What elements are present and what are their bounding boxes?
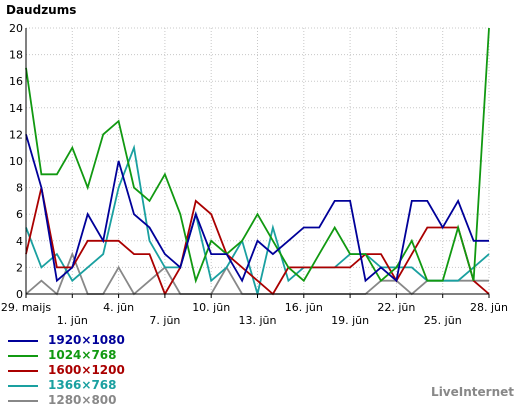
x-tick-label: 10. jūn [192,301,230,314]
x-tick-label: 4. jūn [103,301,134,314]
chart-title: Daudzums [6,3,76,17]
legend-item: 1920×1080 [8,333,125,348]
x-tick-label: 1. jūn [57,314,88,327]
credit-text: LiveInternet [431,385,514,399]
legend-swatch [8,339,38,342]
y-tick-label: 6 [16,208,23,221]
x-tick-label: 16. jūn [285,301,323,314]
legend-item: 1366×768 [8,378,125,393]
legend-item: 1024×768 [8,348,125,363]
axes: 0 2 4 6 8 10 12 14 16 18 20 29. maijs 1. jūn 4. jūn 7.… [1,22,508,327]
y-tick-label: 16 [9,75,23,88]
y-tick-label: 20 [9,22,23,35]
y-tick-label: 18 [9,49,23,62]
legend-label: 1280×800 [48,393,117,407]
y-tick-label: 12 [9,128,23,141]
legend-label: 1024×768 [48,348,117,362]
y-tick-label: 4 [16,235,23,248]
legend-swatch [8,384,38,387]
series-line-1920×1080 [25,134,489,283]
legend-label: 1600×1200 [48,363,125,377]
legend-swatch [8,369,38,372]
legend-swatch [8,354,38,357]
line-chart: Daudzums 0 2 4 6 8 10 12 14 16 18 20 29. maijs 1. jū… [1,3,508,327]
y-tick-label: 10 [9,155,23,168]
x-tick-label: 25. jūn [424,314,462,327]
grid-lines [25,27,490,295]
legend-label: 1920×1080 [48,333,125,347]
y-tick-label: 8 [16,182,23,195]
x-tick-label: 7. jūn [149,314,180,327]
y-tick-label: 0 [16,288,23,301]
series-line-1024×768 [25,27,490,284]
x-tick-label: 13. jūn [239,314,277,327]
y-tick-label: 14 [9,102,23,115]
x-tick-label: 19. jūn [331,314,369,327]
y-tick-label: 2 [16,261,23,274]
legend-label: 1366×768 [48,378,117,392]
legend-swatch [8,399,38,402]
x-tick-label: 29. maijs [1,301,52,314]
legend-item: 1600×1200 [8,363,125,378]
chart-legend: 1920×1080 1024×768 1600×1200 1366×768 1280×8… [8,333,125,408]
x-tick-label: 28. jūn [470,301,508,314]
legend-item: 1280×800 [8,393,125,408]
x-tick-label: 22. jūn [377,301,415,314]
